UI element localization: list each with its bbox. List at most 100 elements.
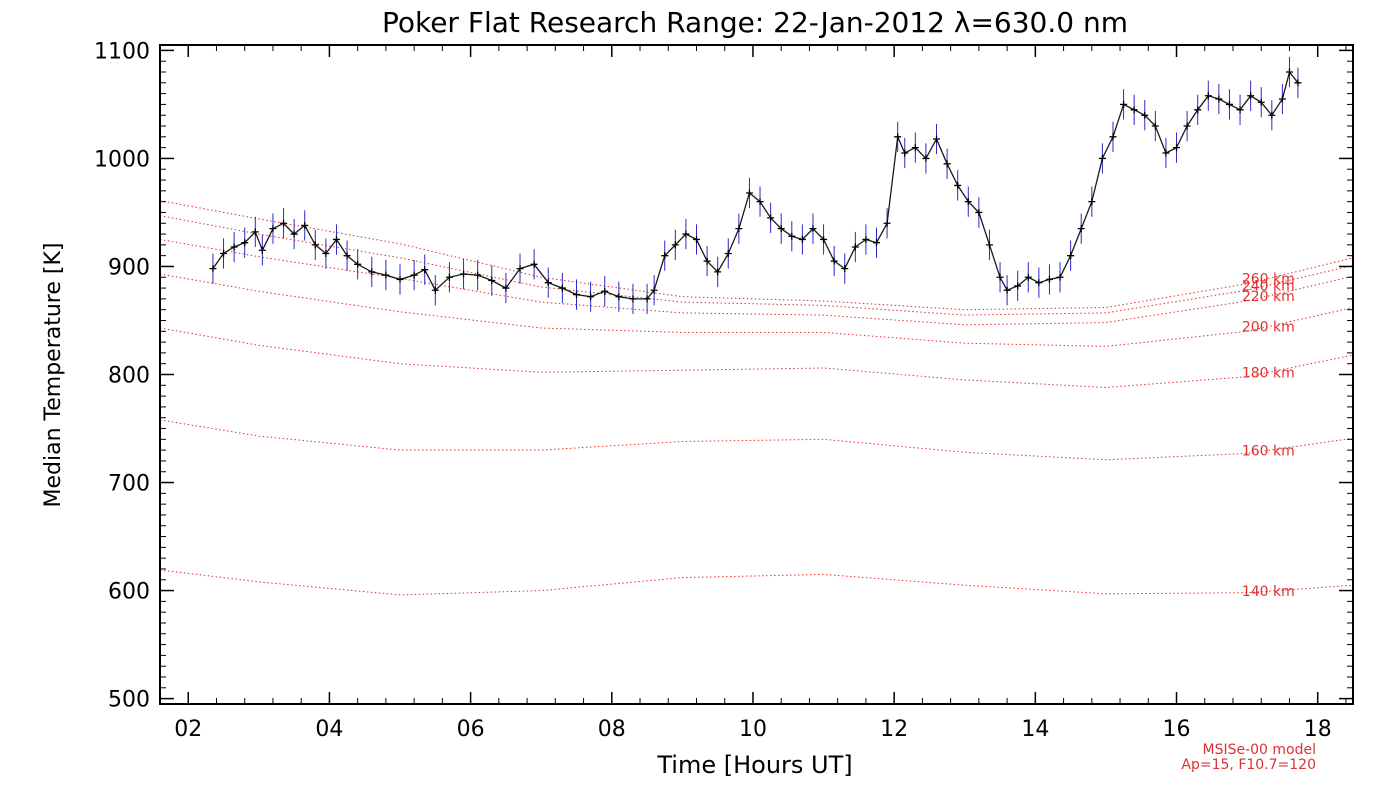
data-point-marker (933, 135, 941, 143)
data-point-marker (1268, 111, 1276, 119)
data-point-marker (1194, 106, 1202, 114)
data-point-marker (964, 198, 972, 206)
data-point-marker (1067, 252, 1075, 260)
x-tick-label: 08 (598, 717, 626, 742)
data-point-marker (1045, 275, 1053, 283)
data-point-marker (1285, 68, 1293, 76)
data-point-marker (901, 149, 909, 157)
data-point-marker (544, 279, 552, 287)
data-point-marker (269, 225, 277, 233)
data-point-marker (943, 160, 951, 168)
data-point-marker (410, 271, 418, 279)
error-bars (212, 56, 1299, 315)
data-point-marker (1151, 122, 1159, 130)
model-line-200-km (159, 273, 1354, 347)
data-point-marker (1088, 198, 1096, 206)
data-point-marker (650, 286, 658, 294)
model-label-260-km: 260 km (1242, 272, 1295, 288)
data-point-marker (798, 235, 806, 243)
data-point-marker (382, 271, 390, 279)
data-point-marker (368, 268, 376, 276)
data-point-marker (911, 144, 919, 152)
data-point-marker (396, 275, 404, 283)
data-point-marker (1024, 273, 1032, 281)
data-point-marker (431, 286, 439, 294)
measured-temperature-line (212, 70, 1299, 300)
model-line-220-km (159, 239, 1354, 326)
data-point-marker (830, 257, 838, 265)
data-point-marker (1247, 92, 1255, 100)
model-line-260-km (159, 200, 1354, 311)
data-point-marker (290, 230, 298, 238)
data-point-marker (1141, 111, 1149, 119)
y-tick-label: 700 (108, 472, 150, 497)
data-point-marker (1215, 95, 1223, 103)
data-point-marker (258, 246, 266, 254)
data-point-marker (343, 252, 351, 260)
model-line-240-km (159, 215, 1354, 316)
data-point-marker (862, 235, 870, 243)
y-tick-label: 900 (108, 255, 150, 280)
y-tick-label: 500 (108, 688, 150, 713)
data-point-marker (230, 243, 238, 251)
data-point-marker (601, 287, 609, 295)
plot-frame (159, 44, 1354, 705)
data-point-marker (1294, 79, 1302, 87)
data-point-marker (1056, 273, 1064, 281)
data-point-marker (777, 225, 785, 233)
x-tick-label: 14 (1021, 717, 1049, 742)
data-point-marker (280, 219, 288, 227)
data-point-marker (587, 293, 595, 301)
data-point-marker (460, 270, 468, 278)
data-point-marker (1035, 279, 1043, 287)
data-point-marker (745, 189, 753, 197)
data-point-marker (851, 243, 859, 251)
model-label-180-km: 180 km (1242, 365, 1295, 381)
data-point-marker (220, 250, 228, 258)
data-point-marker (1014, 282, 1022, 290)
data-point-marker (809, 225, 817, 233)
data-point-marker (1003, 286, 1011, 294)
data-point-marker (894, 133, 902, 141)
data-point-marker (311, 241, 319, 249)
model-lines (159, 200, 1354, 596)
y-tick-label: 600 (108, 580, 150, 605)
x-axis-label: Time [Hours UT] (656, 751, 852, 779)
model-label-140-km: 140 km (1242, 584, 1295, 600)
data-point-marker (873, 239, 881, 247)
x-tick-label: 04 (315, 717, 343, 742)
data-point-marker (682, 230, 690, 238)
data-point-marker (516, 265, 524, 273)
model-line-140-km (159, 569, 1354, 596)
y-axis-label: Median Temperature [K] (41, 243, 66, 508)
data-point-marker (1183, 122, 1191, 130)
data-point-marker (985, 241, 993, 249)
x-tick-label: 02 (174, 717, 202, 742)
data-point-marker (643, 295, 651, 303)
data-point-marker (922, 154, 930, 162)
data-point-marker (572, 291, 580, 299)
data-point-marker (671, 241, 679, 249)
model-line-160-km (159, 419, 1354, 461)
data-point-marker (322, 250, 330, 258)
data-point-marker (354, 260, 362, 268)
data-point-marker (954, 181, 962, 189)
data-point-marker (209, 265, 217, 273)
data-point-marker (692, 235, 700, 243)
data-point-marker (474, 271, 482, 279)
data-point-marker (996, 273, 1004, 281)
data-point-marker (714, 268, 722, 276)
x-tick-label: 18 (1304, 717, 1332, 742)
data-point-marker (820, 235, 828, 243)
data-point-marker (502, 284, 510, 292)
data-markers (209, 68, 1302, 303)
model-line-180-km (159, 327, 1354, 389)
data-point-marker (332, 235, 340, 243)
data-point-marker (735, 225, 743, 233)
data-point-marker (445, 273, 453, 281)
data-point-marker (558, 284, 566, 292)
data-point-marker (841, 265, 849, 273)
data-point-marker (1204, 92, 1212, 100)
y-tick-label: 800 (108, 364, 150, 389)
